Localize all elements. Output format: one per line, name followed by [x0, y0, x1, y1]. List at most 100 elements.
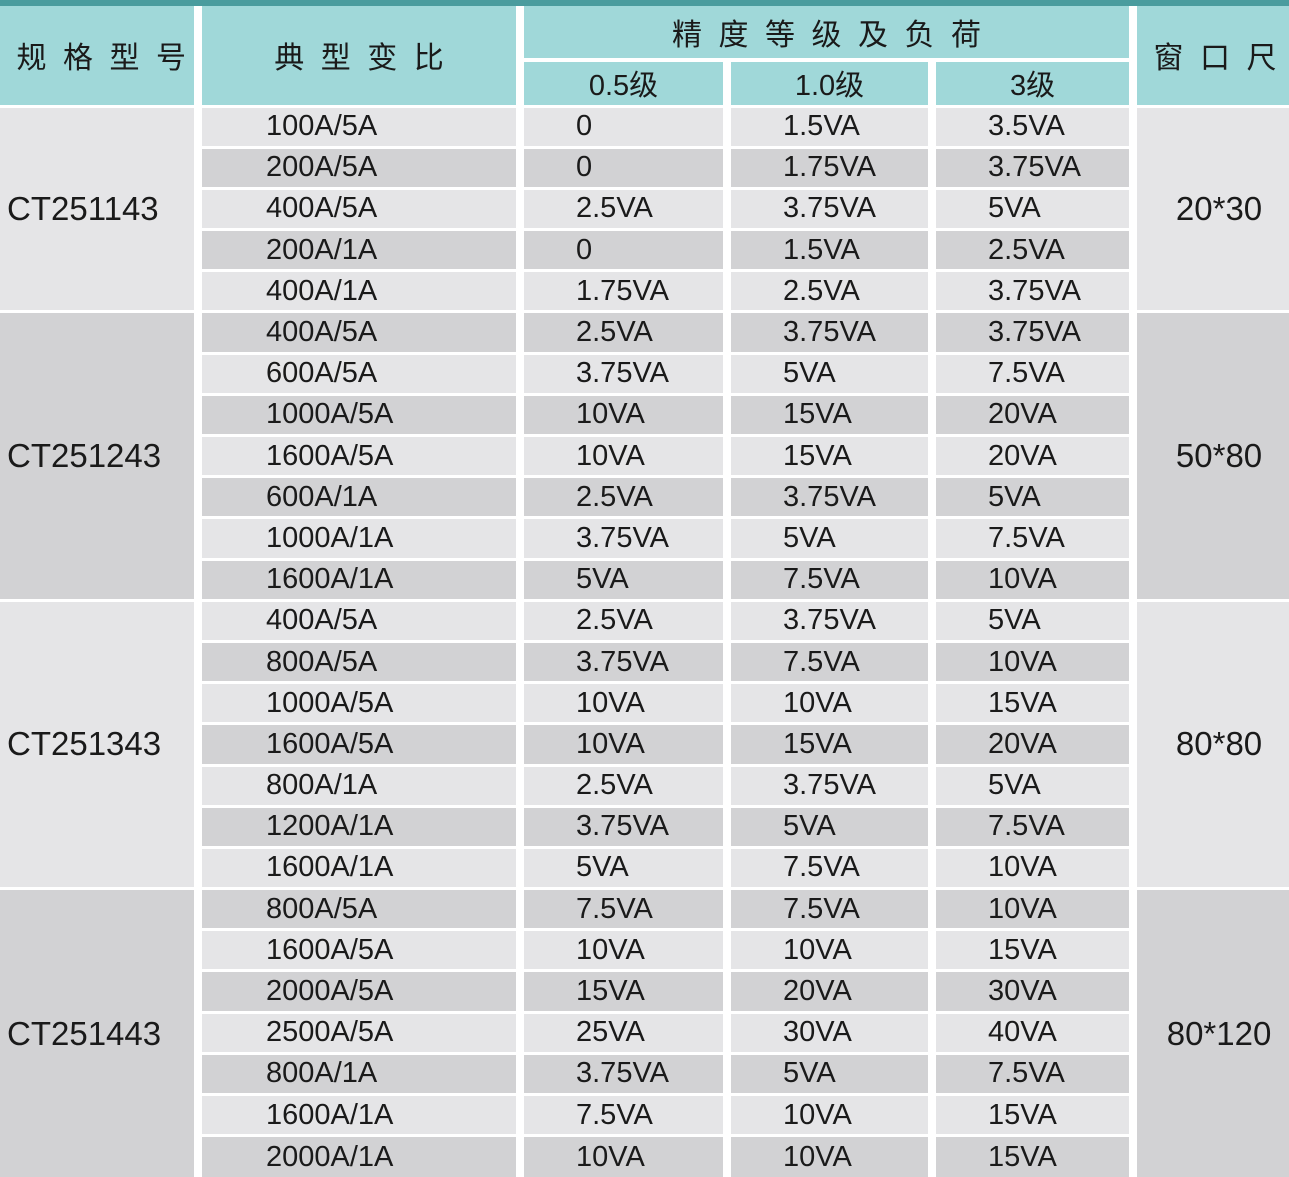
table-row: 1200A/1A 3.75VA 5VA 7.5VA	[0, 804, 1289, 849]
burden-1.0-cell: 7.5VA	[723, 845, 932, 891]
burden-3-cell: 3.75VA	[927, 310, 1134, 355]
ratio-cell: 2000A/5A	[194, 969, 520, 1014]
burden-1.0-cell: 1.5VA	[723, 104, 932, 149]
table-row: 400A/1A 1.75VA 2.5VA 3.75VA	[0, 269, 1289, 314]
top-border-strip	[0, 0, 1289, 6]
ratio-cell: 200A/1A	[194, 228, 520, 273]
header-accuracy-group: 精度等级及负荷	[515, 6, 1134, 62]
burden-1.0-cell: 3.75VA	[723, 598, 932, 643]
ratio-cell: 100A/5A	[194, 104, 520, 149]
model-cell: CT251443	[0, 887, 198, 1177]
table-row: 2000A/5A 15VA 20VA 30VA	[0, 969, 1289, 1014]
burden-1.0-cell: 2.5VA	[723, 269, 932, 314]
burden-1.0-cell: 1.75VA	[723, 145, 932, 190]
burden-1.0-cell: 7.5VA	[723, 557, 932, 602]
burden-3-cell: 15VA	[927, 1134, 1134, 1177]
window-size-cell: 20*30	[1129, 104, 1289, 314]
table-row: 1600A/1A 5VA 7.5VA 10VA	[0, 845, 1289, 891]
table-header: 规格型号 典型变比 精度等级及负荷 窗口尺 0.5级 1.0级 3级	[0, 6, 1289, 108]
window-size-cell: 80*120	[1129, 887, 1289, 1177]
burden-0.5-cell: 7.5VA	[516, 1092, 727, 1138]
ratio-cell: 200A/5A	[194, 145, 520, 190]
ct-spec-table: 规格型号 典型变比 精度等级及负荷 窗口尺 0.5级 1.0级 3级 CT251…	[0, 6, 1289, 1177]
table-row: 200A/5A 0 1.75VA 3.75VA	[0, 145, 1289, 190]
burden-3-cell: 40VA	[927, 1010, 1134, 1055]
burden-3-cell: 3.75VA	[927, 269, 1134, 314]
burden-0.5-cell: 2.5VA	[516, 475, 727, 520]
table-row: 1600A/5A 10VA 10VA 15VA	[0, 928, 1289, 973]
burden-3-cell: 2.5VA	[927, 228, 1134, 273]
header-class-1.0: 1.0级	[723, 58, 932, 108]
burden-0.5-cell: 7.5VA	[516, 887, 727, 932]
ratio-cell: 2500A/5A	[194, 1010, 520, 1055]
burden-3-cell: 5VA	[927, 186, 1134, 232]
table-row: 1000A/5A 10VA 15VA 20VA	[0, 392, 1289, 438]
header-model: 规格型号	[0, 6, 198, 108]
table-row: CT251443 800A/5A 7.5VA 7.5VA 10VA 80*120	[0, 887, 1289, 1177]
table-row: 800A/1A 2.5VA 3.75VA 5VA	[0, 763, 1289, 808]
burden-1.0-cell: 3.75VA	[723, 475, 932, 520]
burden-0.5-cell: 3.75VA	[516, 516, 727, 561]
ratio-cell: 400A/5A	[194, 598, 520, 643]
header-class-3: 3级	[927, 58, 1134, 108]
table-row: 1600A/1A 7.5VA 10VA 15VA	[0, 1092, 1289, 1138]
table-row: 1600A/5A 10VA 15VA 20VA	[0, 433, 1289, 479]
ratio-cell: 800A/1A	[194, 1051, 520, 1097]
ratio-cell: 400A/5A	[194, 186, 520, 232]
burden-3-cell: 5VA	[927, 598, 1134, 643]
burden-0.5-cell: 0	[516, 145, 727, 190]
burden-1.0-cell: 15VA	[723, 392, 932, 438]
table-row: 2000A/1A 10VA 10VA 15VA	[0, 1134, 1289, 1177]
burden-0.5-cell: 10VA	[516, 433, 727, 479]
burden-0.5-cell: 2.5VA	[516, 186, 727, 232]
ratio-cell: 1000A/1A	[194, 516, 520, 561]
table-row: 800A/1A 3.75VA 5VA 7.5VA	[0, 1051, 1289, 1097]
burden-0.5-cell: 25VA	[516, 1010, 727, 1055]
burden-0.5-cell: 10VA	[516, 928, 727, 973]
burden-3-cell: 7.5VA	[927, 1051, 1134, 1097]
burden-3-cell: 3.5VA	[927, 104, 1134, 149]
burden-1.0-cell: 3.75VA	[723, 186, 932, 232]
ratio-cell: 800A/5A	[194, 639, 520, 685]
table-row: CT251343 400A/5A 2.5VA 3.75VA 5VA 80*80	[0, 598, 1289, 891]
ratio-cell: 1600A/5A	[194, 722, 520, 767]
header-row-top: 规格型号 典型变比 精度等级及负荷 窗口尺	[0, 6, 1289, 108]
burden-0.5-cell: 3.75VA	[516, 351, 727, 396]
header-window: 窗口尺	[1129, 6, 1289, 108]
table-row: 600A/5A 3.75VA 5VA 7.5VA	[0, 351, 1289, 396]
ratio-cell: 400A/5A	[194, 310, 520, 355]
burden-1.0-cell: 1.5VA	[723, 228, 932, 273]
ratio-cell: 1600A/1A	[194, 1092, 520, 1138]
burden-0.5-cell: 0	[516, 104, 727, 149]
table-row: 1000A/5A 10VA 10VA 15VA	[0, 681, 1289, 726]
table-row: CT251243 400A/5A 2.5VA 3.75VA 3.75VA 50*80	[0, 310, 1289, 602]
burden-1.0-cell: 10VA	[723, 681, 932, 726]
burden-3-cell: 10VA	[927, 557, 1134, 602]
burden-0.5-cell: 3.75VA	[516, 639, 727, 685]
table-row: 400A/5A 2.5VA 3.75VA 5VA	[0, 186, 1289, 232]
burden-0.5-cell: 2.5VA	[516, 598, 727, 643]
ratio-cell: 600A/1A	[194, 475, 520, 520]
burden-3-cell: 5VA	[927, 763, 1134, 808]
ratio-cell: 2000A/1A	[194, 1134, 520, 1177]
burden-1.0-cell: 3.75VA	[723, 763, 932, 808]
table-row: 1600A/1A 5VA 7.5VA 10VA	[0, 557, 1289, 602]
burden-1.0-cell: 15VA	[723, 433, 932, 479]
burden-3-cell: 20VA	[927, 433, 1134, 479]
burden-0.5-cell: 5VA	[516, 845, 727, 891]
model-cell: CT251243	[0, 310, 198, 602]
burden-3-cell: 20VA	[927, 392, 1134, 438]
burden-0.5-cell: 3.75VA	[516, 1051, 727, 1097]
table-row: 1600A/5A 10VA 15VA 20VA	[0, 722, 1289, 767]
burden-0.5-cell: 15VA	[516, 969, 727, 1014]
burden-1.0-cell: 5VA	[723, 1051, 932, 1097]
burden-0.5-cell: 1.75VA	[516, 269, 727, 314]
model-cell: CT251343	[0, 598, 198, 891]
burden-1.0-cell: 7.5VA	[723, 639, 932, 685]
ratio-cell: 800A/1A	[194, 763, 520, 808]
ratio-cell: 600A/5A	[194, 351, 520, 396]
table-row: 2500A/5A 25VA 30VA 40VA	[0, 1010, 1289, 1055]
burden-3-cell: 15VA	[927, 1092, 1134, 1138]
window-size-cell: 50*80	[1129, 310, 1289, 602]
table-row: 1000A/1A 3.75VA 5VA 7.5VA	[0, 516, 1289, 561]
